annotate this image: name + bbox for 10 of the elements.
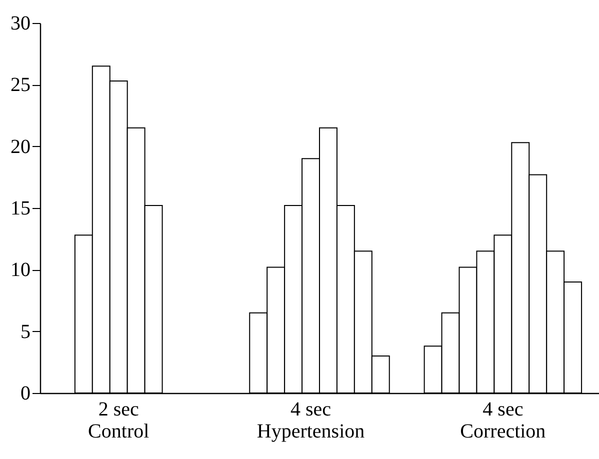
y-tick-label: 10	[10, 259, 30, 282]
y-tick-label: 15	[10, 198, 30, 220]
y-tick-label: 25	[10, 74, 30, 96]
x-tick-label: 2 sec Control	[88, 398, 150, 442]
y-tick-label: 0	[20, 382, 30, 404]
y-tick-label: 5	[20, 320, 30, 343]
x-tick-label: 4 sec Correction	[460, 398, 546, 442]
x-tick-label: 4 sec Hypertension	[256, 398, 365, 442]
y-tick-label: 20	[10, 136, 30, 158]
y-tick-label: 30	[10, 12, 30, 34]
